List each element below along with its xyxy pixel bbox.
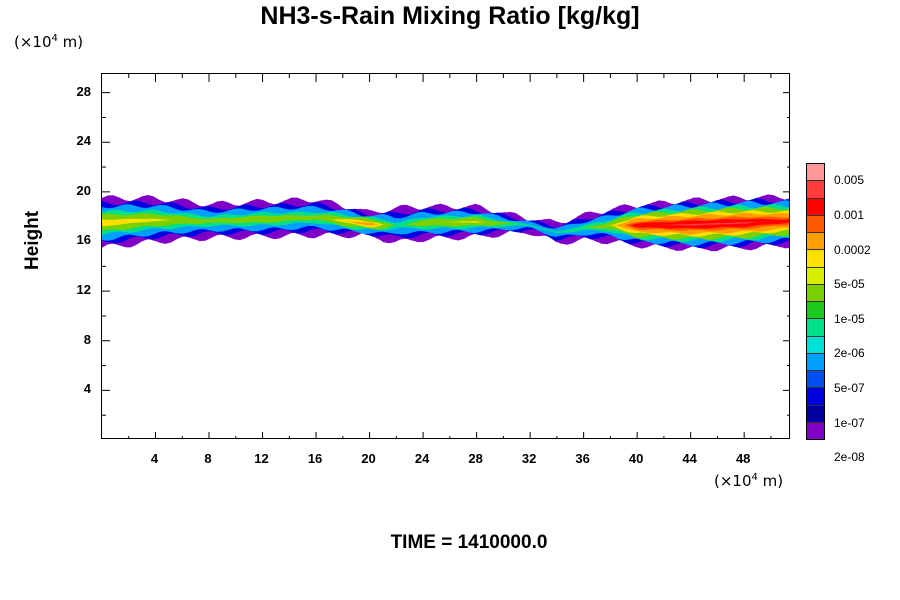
colorbar-swatch [807, 422, 824, 439]
x-tick-label: 20 [361, 451, 376, 466]
colorbar-label: 0.001 [834, 207, 865, 222]
colorbar-swatch [807, 302, 824, 320]
colorbar-label: 5e-07 [834, 381, 865, 396]
x-tick-label: 4 [150, 451, 159, 466]
x-unit-label: (×104 m) [714, 472, 784, 490]
y-axis-label: Height [22, 210, 43, 270]
colorbar-swatch [807, 336, 824, 354]
colorbar-label: 2e-06 [834, 346, 865, 361]
colorbar-label: 0.005 [834, 173, 865, 188]
colorbar-swatch [807, 371, 824, 389]
x-tick-label: 48 [735, 451, 751, 466]
colorbar-label: 1e-07 [834, 415, 865, 430]
y-tick-label: 12 [76, 282, 91, 298]
colorbar-swatch [807, 388, 824, 406]
colorbar-label: 1e-05 [834, 311, 865, 326]
colorbar-swatch [807, 319, 824, 337]
colorbar-swatch [807, 267, 824, 285]
y-tick-label: 16 [76, 232, 91, 248]
colorbar-swatch [807, 250, 824, 268]
y-tick-label: 28 [76, 83, 91, 99]
x-tick-label: 16 [307, 451, 323, 466]
chart-title: NH3-s-Rain Mixing Ratio [kg/kg] [260, 2, 640, 30]
x-tick-label: 36 [575, 451, 590, 466]
y-tick-label: 8 [83, 331, 91, 347]
x-tick-label: 44 [682, 451, 697, 466]
y-unit-label: (×104 m) [14, 33, 84, 51]
y-tick-label: 24 [76, 133, 91, 149]
colorbar-swatch [807, 353, 824, 371]
contour-band [102, 217, 789, 233]
y-tick-label: 20 [76, 182, 91, 198]
colorbar-swatch [807, 181, 824, 199]
plot-area [101, 73, 790, 439]
x-tick-label: 12 [254, 451, 269, 466]
colorbar-label: 5e-05 [834, 277, 865, 292]
colorbar-label: 2e-08 [834, 450, 865, 465]
colorbar-swatch [807, 405, 824, 423]
colorbar-swatch [807, 215, 824, 233]
colorbar-swatch [807, 284, 824, 302]
x-tick-label: 32 [521, 451, 537, 466]
contour-band [102, 209, 789, 238]
x-tick-label: 40 [628, 451, 644, 466]
colorbar-swatch [807, 164, 824, 182]
x-tick-label: 28 [468, 451, 483, 466]
heatmap-plot [102, 74, 789, 438]
y-tick-label: 4 [83, 381, 91, 397]
colorbar-swatch [807, 233, 824, 251]
colorbar [806, 163, 825, 440]
x-tick-label: 8 [204, 451, 212, 466]
x-tick-label: 24 [414, 451, 430, 466]
colorbar-label: 0.0002 [834, 242, 871, 257]
time-label: TIME = 1410000.0 [390, 532, 548, 553]
colorbar-swatch [807, 198, 824, 216]
